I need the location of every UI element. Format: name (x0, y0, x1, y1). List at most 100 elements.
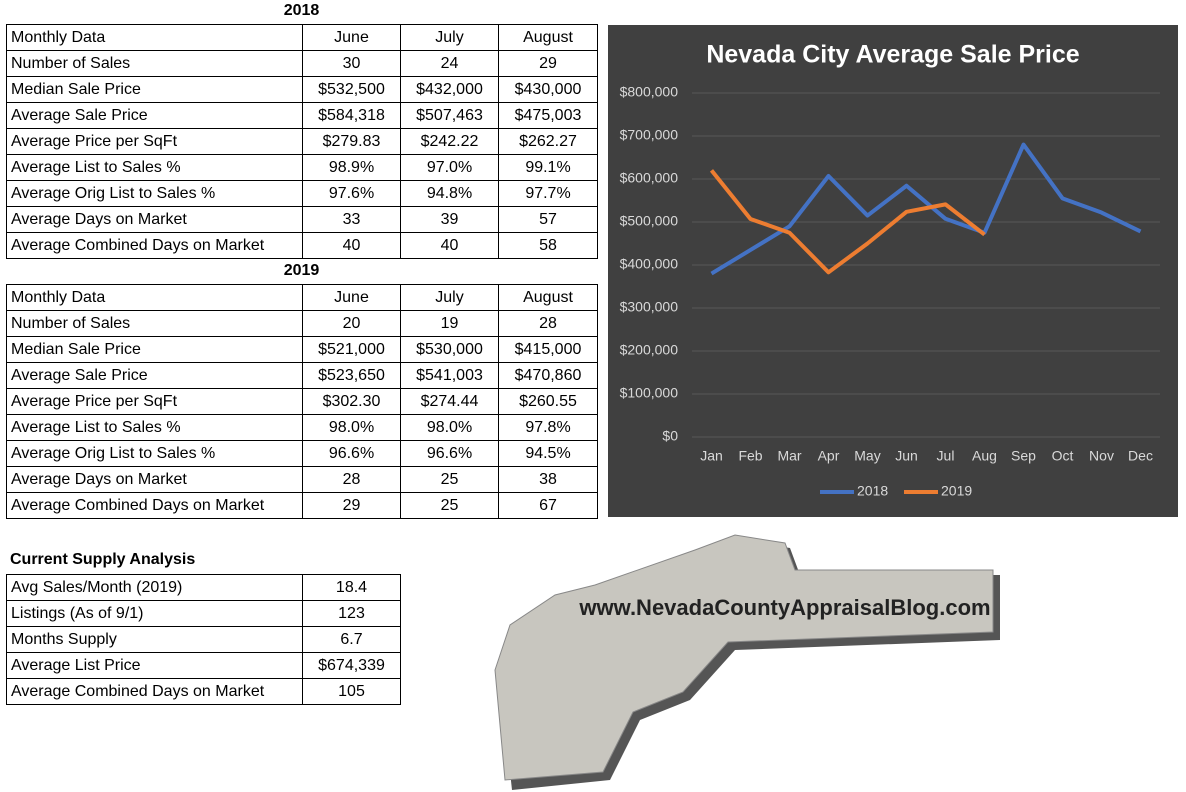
y-tick-label: $600,000 (620, 170, 679, 186)
value-cell: 18.4 (302, 574, 401, 601)
value-cell: $521,000 (302, 336, 401, 363)
value-cell: $507,463 (400, 102, 499, 129)
y-tick-label: $100,000 (620, 385, 679, 401)
table-row: Listings (As of 9/1) 123 (6, 600, 401, 627)
value-cell: $523,650 (302, 362, 401, 389)
value-cell: 97.8% (498, 414, 598, 441)
value-cell: June (302, 24, 401, 51)
x-tick-label: Nov (1089, 448, 1114, 464)
label-cell: Average Combined Days on Market (6, 492, 303, 519)
table-row: Average Orig List to Sales % 97.6% 94.8% 97… (6, 180, 598, 207)
value-cell: 98.0% (400, 414, 499, 441)
table-row: Median Sale Price $521,000 $530,000 $415,00… (6, 336, 598, 363)
table-row: Average Combined Days on Market 40 40 58 (6, 232, 598, 259)
label-cell: Avg Sales/Month (2019) (6, 574, 303, 601)
table-row: Average List to Sales % 98.0% 98.0% 97.8% (6, 414, 598, 441)
label-cell: Average Days on Market (6, 206, 303, 233)
x-tick-label: Apr (818, 448, 840, 464)
table-row: Average Days on Market 28 25 38 (6, 466, 598, 493)
table-row: Average Combined Days on Market 29 25 67 (6, 492, 598, 519)
x-tick-label: Aug (972, 448, 997, 464)
table-row: Average Price per SqFt $279.83 $242.22 $262… (6, 128, 598, 155)
value-cell: $242.22 (400, 128, 499, 155)
chart-background (608, 25, 1178, 517)
value-cell: 20 (302, 310, 401, 337)
legend-label: 2018 (857, 483, 888, 499)
value-cell: $262.27 (498, 128, 598, 155)
chart-title: Nevada City Average Sale Price (706, 41, 1079, 69)
value-cell: 98.9% (302, 154, 401, 181)
label-cell: Listings (As of 9/1) (6, 600, 303, 627)
value-cell: $432,000 (400, 76, 499, 103)
label-cell: Average Combined Days on Market (6, 232, 303, 259)
value-cell: $415,000 (498, 336, 598, 363)
label-cell: Number of Sales (6, 310, 303, 337)
y-tick-label: $700,000 (620, 127, 679, 143)
value-cell: 38 (498, 466, 598, 493)
supply-title: Current Supply Analysis (10, 551, 196, 568)
label-cell: Average Price per SqFt (6, 388, 303, 415)
label-cell: Average Days on Market (6, 466, 303, 493)
table-row: Avg Sales/Month (2019) 18.4 (6, 574, 401, 601)
value-cell: 57 (498, 206, 598, 233)
value-cell: 6.7 (302, 626, 401, 653)
value-cell: 29 (302, 492, 401, 519)
table-row: Monthly Data June July August (6, 284, 598, 311)
logo-text: www.NevadaCountyAppraisalBlog.com (578, 595, 990, 620)
label-cell: Median Sale Price (6, 336, 303, 363)
table-title: 2018 (283, 2, 320, 19)
x-tick-label: Oct (1052, 448, 1074, 464)
label-cell: Average List to Sales % (6, 414, 303, 441)
value-cell: 105 (302, 678, 401, 705)
x-tick-label: Jun (895, 448, 918, 464)
value-cell: $584,318 (302, 102, 401, 129)
y-tick-label: $400,000 (620, 256, 679, 272)
table-row: Number of Sales 30 24 29 (6, 50, 598, 77)
data-table: Monthly Data June July August Number of Sale… (6, 284, 598, 519)
supply-table: Avg Sales/Month (2019) 18.4 Listings (As o… (6, 574, 401, 705)
table-title: 2019 (283, 262, 320, 279)
value-cell: $430,000 (498, 76, 598, 103)
value-cell: $260.55 (498, 388, 598, 415)
y-tick-label: $500,000 (620, 213, 679, 229)
table-row: Average Combined Days on Market 105 (6, 678, 401, 705)
label-cell: Average Orig List to Sales % (6, 440, 303, 467)
x-tick-label: Sep (1011, 448, 1036, 464)
table-row: Monthly Data June July August (6, 24, 598, 51)
label-cell: Average Combined Days on Market (6, 678, 303, 705)
value-cell: $532,500 (302, 76, 401, 103)
label-cell: Monthly Data (6, 284, 303, 311)
value-cell: $674,339 (302, 652, 401, 679)
label-cell: Average Price per SqFt (6, 128, 303, 155)
value-cell: 39 (400, 206, 499, 233)
value-cell: 58 (498, 232, 598, 259)
value-cell: 28 (302, 466, 401, 493)
x-tick-label: Jul (937, 448, 955, 464)
x-tick-label: Feb (738, 448, 762, 464)
value-cell: 40 (400, 232, 499, 259)
legend-label: 2019 (941, 483, 972, 499)
value-cell: 40 (302, 232, 401, 259)
y-tick-label: $300,000 (620, 299, 679, 315)
value-cell: August (498, 284, 598, 311)
series-line (709, 169, 986, 275)
value-cell: 24 (400, 50, 499, 77)
value-cell: $470,860 (498, 362, 598, 389)
value-cell: 96.6% (302, 440, 401, 467)
x-tick-label: May (854, 448, 880, 464)
table-row: Average Orig List to Sales % 96.6% 96.6% 94… (6, 440, 598, 467)
value-cell: 25 (400, 492, 499, 519)
value-cell: August (498, 24, 598, 51)
table-row: Average List to Sales % 98.9% 97.0% 99.1% (6, 154, 598, 181)
value-cell: 29 (498, 50, 598, 77)
x-tick-label: Jan (700, 448, 723, 464)
table-row: Average Sale Price $523,650 $541,003 $470,8… (6, 362, 598, 389)
value-cell: July (400, 284, 499, 311)
y-tick-label: $800,000 (620, 84, 679, 100)
x-tick-label: Mar (777, 448, 801, 464)
y-tick-label: $0 (662, 428, 678, 444)
value-cell: $274.44 (400, 388, 499, 415)
